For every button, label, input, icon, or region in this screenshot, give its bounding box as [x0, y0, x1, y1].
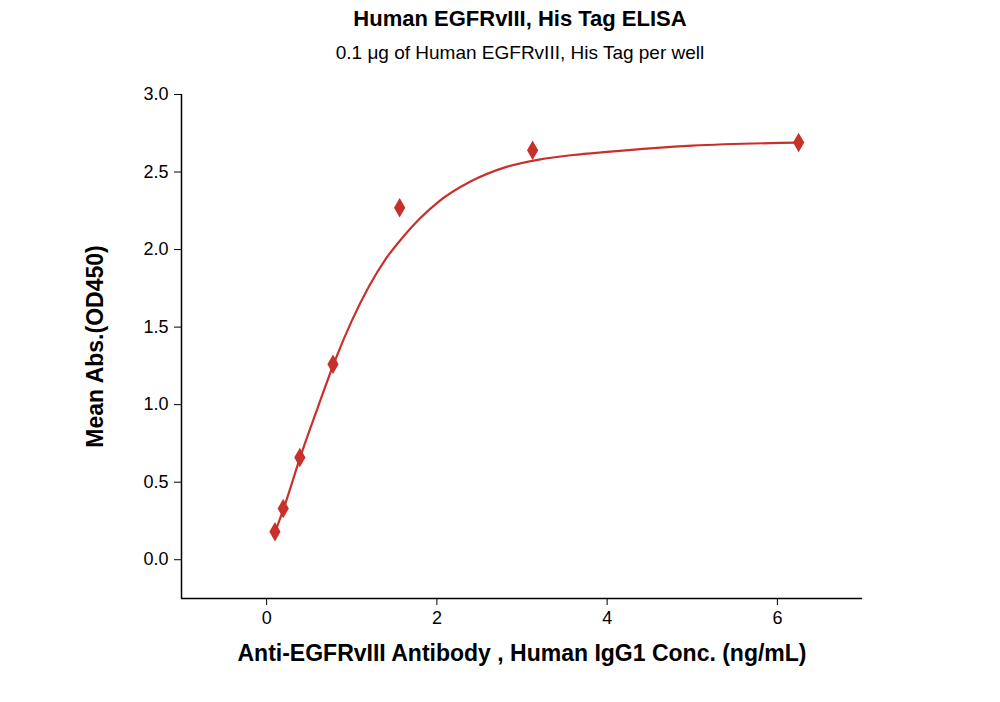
svg-text:2.0: 2.0 — [143, 239, 168, 259]
svg-text:2: 2 — [432, 608, 442, 628]
svg-text:Anti-EGFRvIII Antibody , Human: Anti-EGFRvIII Antibody , Human IgG1 Conc… — [237, 640, 806, 666]
svg-text:1.5: 1.5 — [143, 317, 168, 337]
svg-text:2.5: 2.5 — [143, 162, 168, 182]
svg-text:6: 6 — [772, 608, 782, 628]
svg-text:4: 4 — [602, 608, 612, 628]
svg-text:3.0: 3.0 — [143, 84, 168, 104]
html-text:0.1 μg of Human EGFRvIII, His: 0.1 μg of Human EGFRvIII, His Tag per we… — [335, 42, 705, 63]
svg-text:0.5: 0.5 — [143, 472, 168, 492]
svg-text:Mean Abs.(OD450): Mean Abs.(OD450) — [82, 245, 108, 447]
html-text:Human EGFRvIII, His Tag ELISA: Human EGFRvIII, His Tag ELISA — [353, 6, 687, 31]
svg-text:1.0: 1.0 — [143, 394, 168, 414]
svg-text:0: 0 — [262, 608, 272, 628]
svg-text:0.0: 0.0 — [143, 549, 168, 569]
